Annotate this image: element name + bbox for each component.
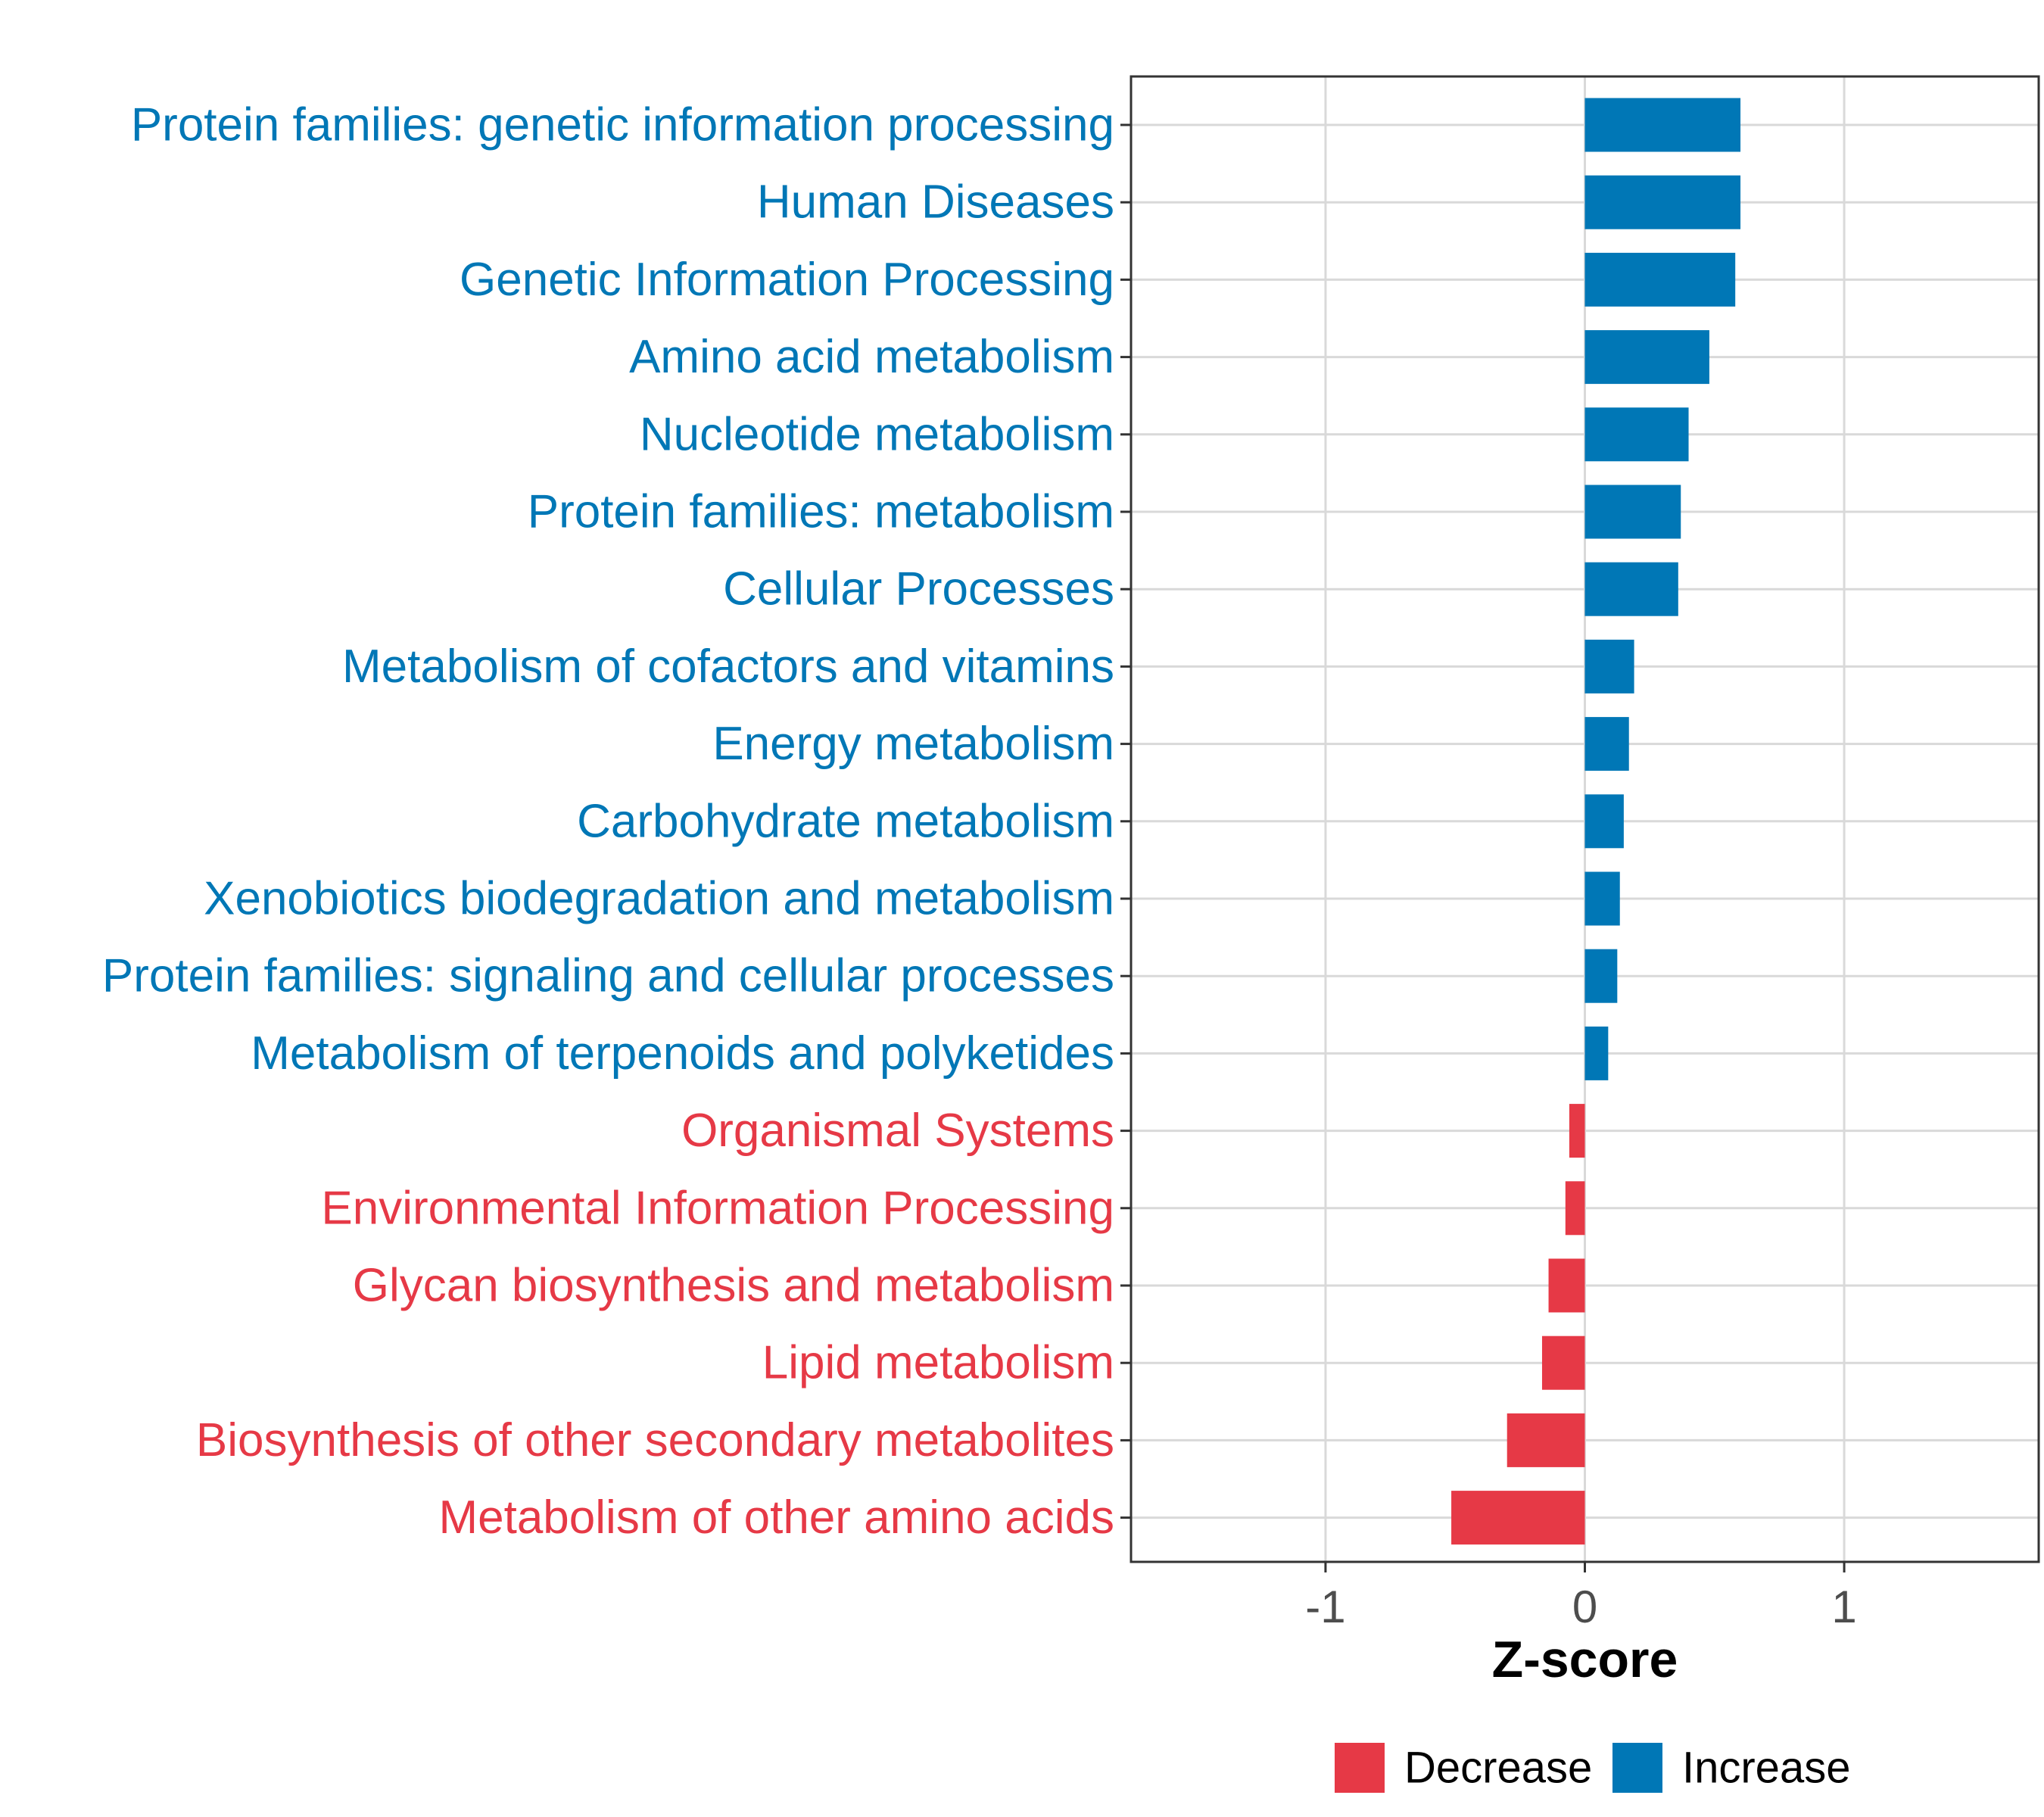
- category-label: Energy metabolism: [712, 718, 1114, 770]
- x-axis-title: Z-score: [1492, 1631, 1678, 1688]
- bar: [1584, 330, 1709, 385]
- legend-label: Decrease: [1404, 1744, 1592, 1793]
- bars: [1451, 98, 1741, 1545]
- bar: [1565, 1181, 1585, 1236]
- bar: [1584, 1026, 1609, 1080]
- bar: [1451, 1491, 1585, 1545]
- category-label: Xenobiotics biodegradation and metabolis…: [204, 873, 1114, 925]
- category-label: Environmental Information Processing: [321, 1182, 1114, 1234]
- bar: [1569, 1104, 1585, 1158]
- category-label: Protein families: metabolism: [528, 486, 1114, 538]
- category-label: Lipid metabolism: [762, 1337, 1114, 1389]
- category-label: Metabolism of terpenoids and polyketides: [251, 1027, 1114, 1080]
- bar: [1507, 1413, 1585, 1467]
- bar: [1584, 794, 1624, 849]
- bar: [1584, 717, 1629, 771]
- legend-label: Increase: [1682, 1744, 1850, 1793]
- category-label: Glycan biosynthesis and metabolism: [353, 1260, 1114, 1312]
- category-label: Carbohydrate metabolism: [577, 795, 1114, 847]
- bar: [1584, 639, 1634, 693]
- bar: [1541, 1335, 1585, 1390]
- category-label: Amino acid metabolism: [629, 331, 1114, 383]
- category-label: Protein families: genetic information pr…: [131, 99, 1114, 151]
- bar: [1584, 562, 1678, 616]
- x-tick-label: 0: [1572, 1582, 1597, 1632]
- category-label: Cellular Processes: [723, 563, 1114, 616]
- y-axis-ticks: [1120, 123, 1131, 1519]
- x-tick-label: -1: [1305, 1582, 1345, 1632]
- bar: [1584, 407, 1689, 462]
- legend: Decrease Increase: [1335, 1743, 1850, 1793]
- category-label: Human Diseases: [757, 176, 1114, 229]
- bar: [1548, 1258, 1585, 1313]
- category-label: Nucleotide metabolism: [640, 408, 1114, 460]
- legend-key: [1335, 1743, 1385, 1793]
- bar: [1584, 949, 1618, 1003]
- category-label: Biosynthesis of other secondary metaboli…: [196, 1414, 1114, 1466]
- bar: [1584, 252, 1736, 307]
- bar: [1584, 485, 1681, 539]
- bar: [1584, 871, 1620, 926]
- legend-key: [1612, 1743, 1662, 1793]
- bar: [1584, 175, 1741, 229]
- x-axis-ticks: -1 0 1: [1305, 1562, 1857, 1632]
- category-labels: Protein families: genetic information pr…: [102, 99, 1114, 1544]
- bar: [1584, 98, 1741, 152]
- category-label: Metabolism of other amino acids: [438, 1491, 1114, 1544]
- category-label: Genetic Information Processing: [460, 254, 1114, 306]
- x-tick-label: 1: [1831, 1582, 1856, 1632]
- category-label: Protein families: signaling and cellular…: [102, 950, 1114, 1002]
- category-label: Metabolism of cofactors and vitamins: [342, 640, 1114, 693]
- category-label: Organismal Systems: [681, 1105, 1114, 1157]
